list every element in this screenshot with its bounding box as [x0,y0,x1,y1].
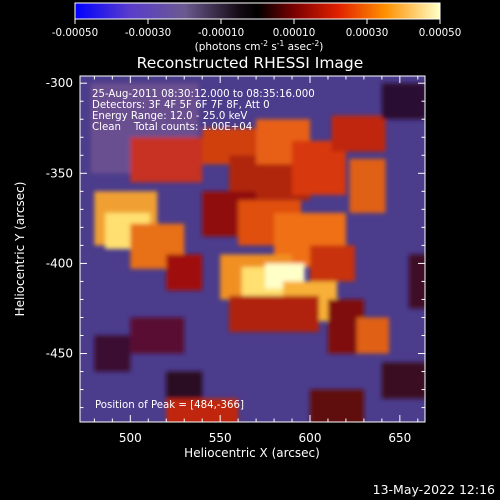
emission-region [381,83,425,120]
x-tick-label: 500 [119,431,142,445]
y-tick-label: -350 [46,166,73,180]
plot-frame [79,75,426,423]
colorbar-frame [74,2,441,20]
annotation-peak-position: Position of Peak = [484,-366] [95,400,244,411]
emission-region [94,335,131,372]
colorbar-tick-labels: -0.00050 -0.00030 -0.00010 0.00010 0.00030 0.… [52,27,461,39]
colorbar-tick-label: -0.00050 [52,27,98,39]
y-tick-label: -300 [46,76,73,90]
y-tick-label: -450 [46,347,73,361]
y-tick-label: -400 [46,256,73,270]
y-axis-ticks [80,82,425,409]
y-axis-tick-labels: -300 -350 -400 -450 [46,76,73,360]
plot-title: Reconstructed RHESSI Image [137,54,364,72]
colorbar-tick-label: 0.00010 [273,27,316,39]
colorbar-tick-label: -0.00030 [125,27,171,39]
x-axis-ticks [93,76,419,422]
emission-region [349,158,386,213]
x-axis-label: Heliocentric X (arcsec) [184,446,320,460]
emission-region [310,245,355,282]
emission-region [356,317,390,354]
colorbar [75,3,440,19]
emission-region [408,254,425,309]
colorbar-unit-label: (photons cm-2 s-1 asec-2) [195,39,324,53]
x-axis-tick-labels: 500 550 600 650 [119,431,411,445]
colorbar-tick-label: 0.00050 [419,27,462,39]
image-plane [80,76,425,422]
emission-region [166,254,203,291]
annotation-energy: Energy Range: 12.0 - 25.0 keV [92,111,247,122]
emission-region [229,295,319,332]
x-tick-label: 600 [299,431,322,445]
colorbar-tick-label: -0.00010 [198,27,244,39]
colorbar-tick-label: 0.00030 [346,27,389,39]
y-axis-label: Heliocentric Y (arcsec) [13,182,27,317]
emission-map [90,83,425,422]
annotation-clean: Clean Total counts: 1.00E+04 [92,122,252,133]
emission-region [130,317,185,354]
annotation-time-range: 25-Aug-2011 08:30:12.000 to 08:35:16.000 [92,89,315,100]
x-tick-label: 550 [209,431,232,445]
emission-region [310,389,364,422]
colorbar-ticks [74,19,441,24]
footer-date: 13-May-2022 12:16 [373,482,495,497]
annotation-detectors: Detectors: 3F 4F 5F 6F 7F 8F, Att 0 [92,100,270,111]
x-tick-label: 650 [388,431,411,445]
emission-region [381,362,425,399]
emission-region [130,137,203,183]
emission-region [331,115,386,152]
